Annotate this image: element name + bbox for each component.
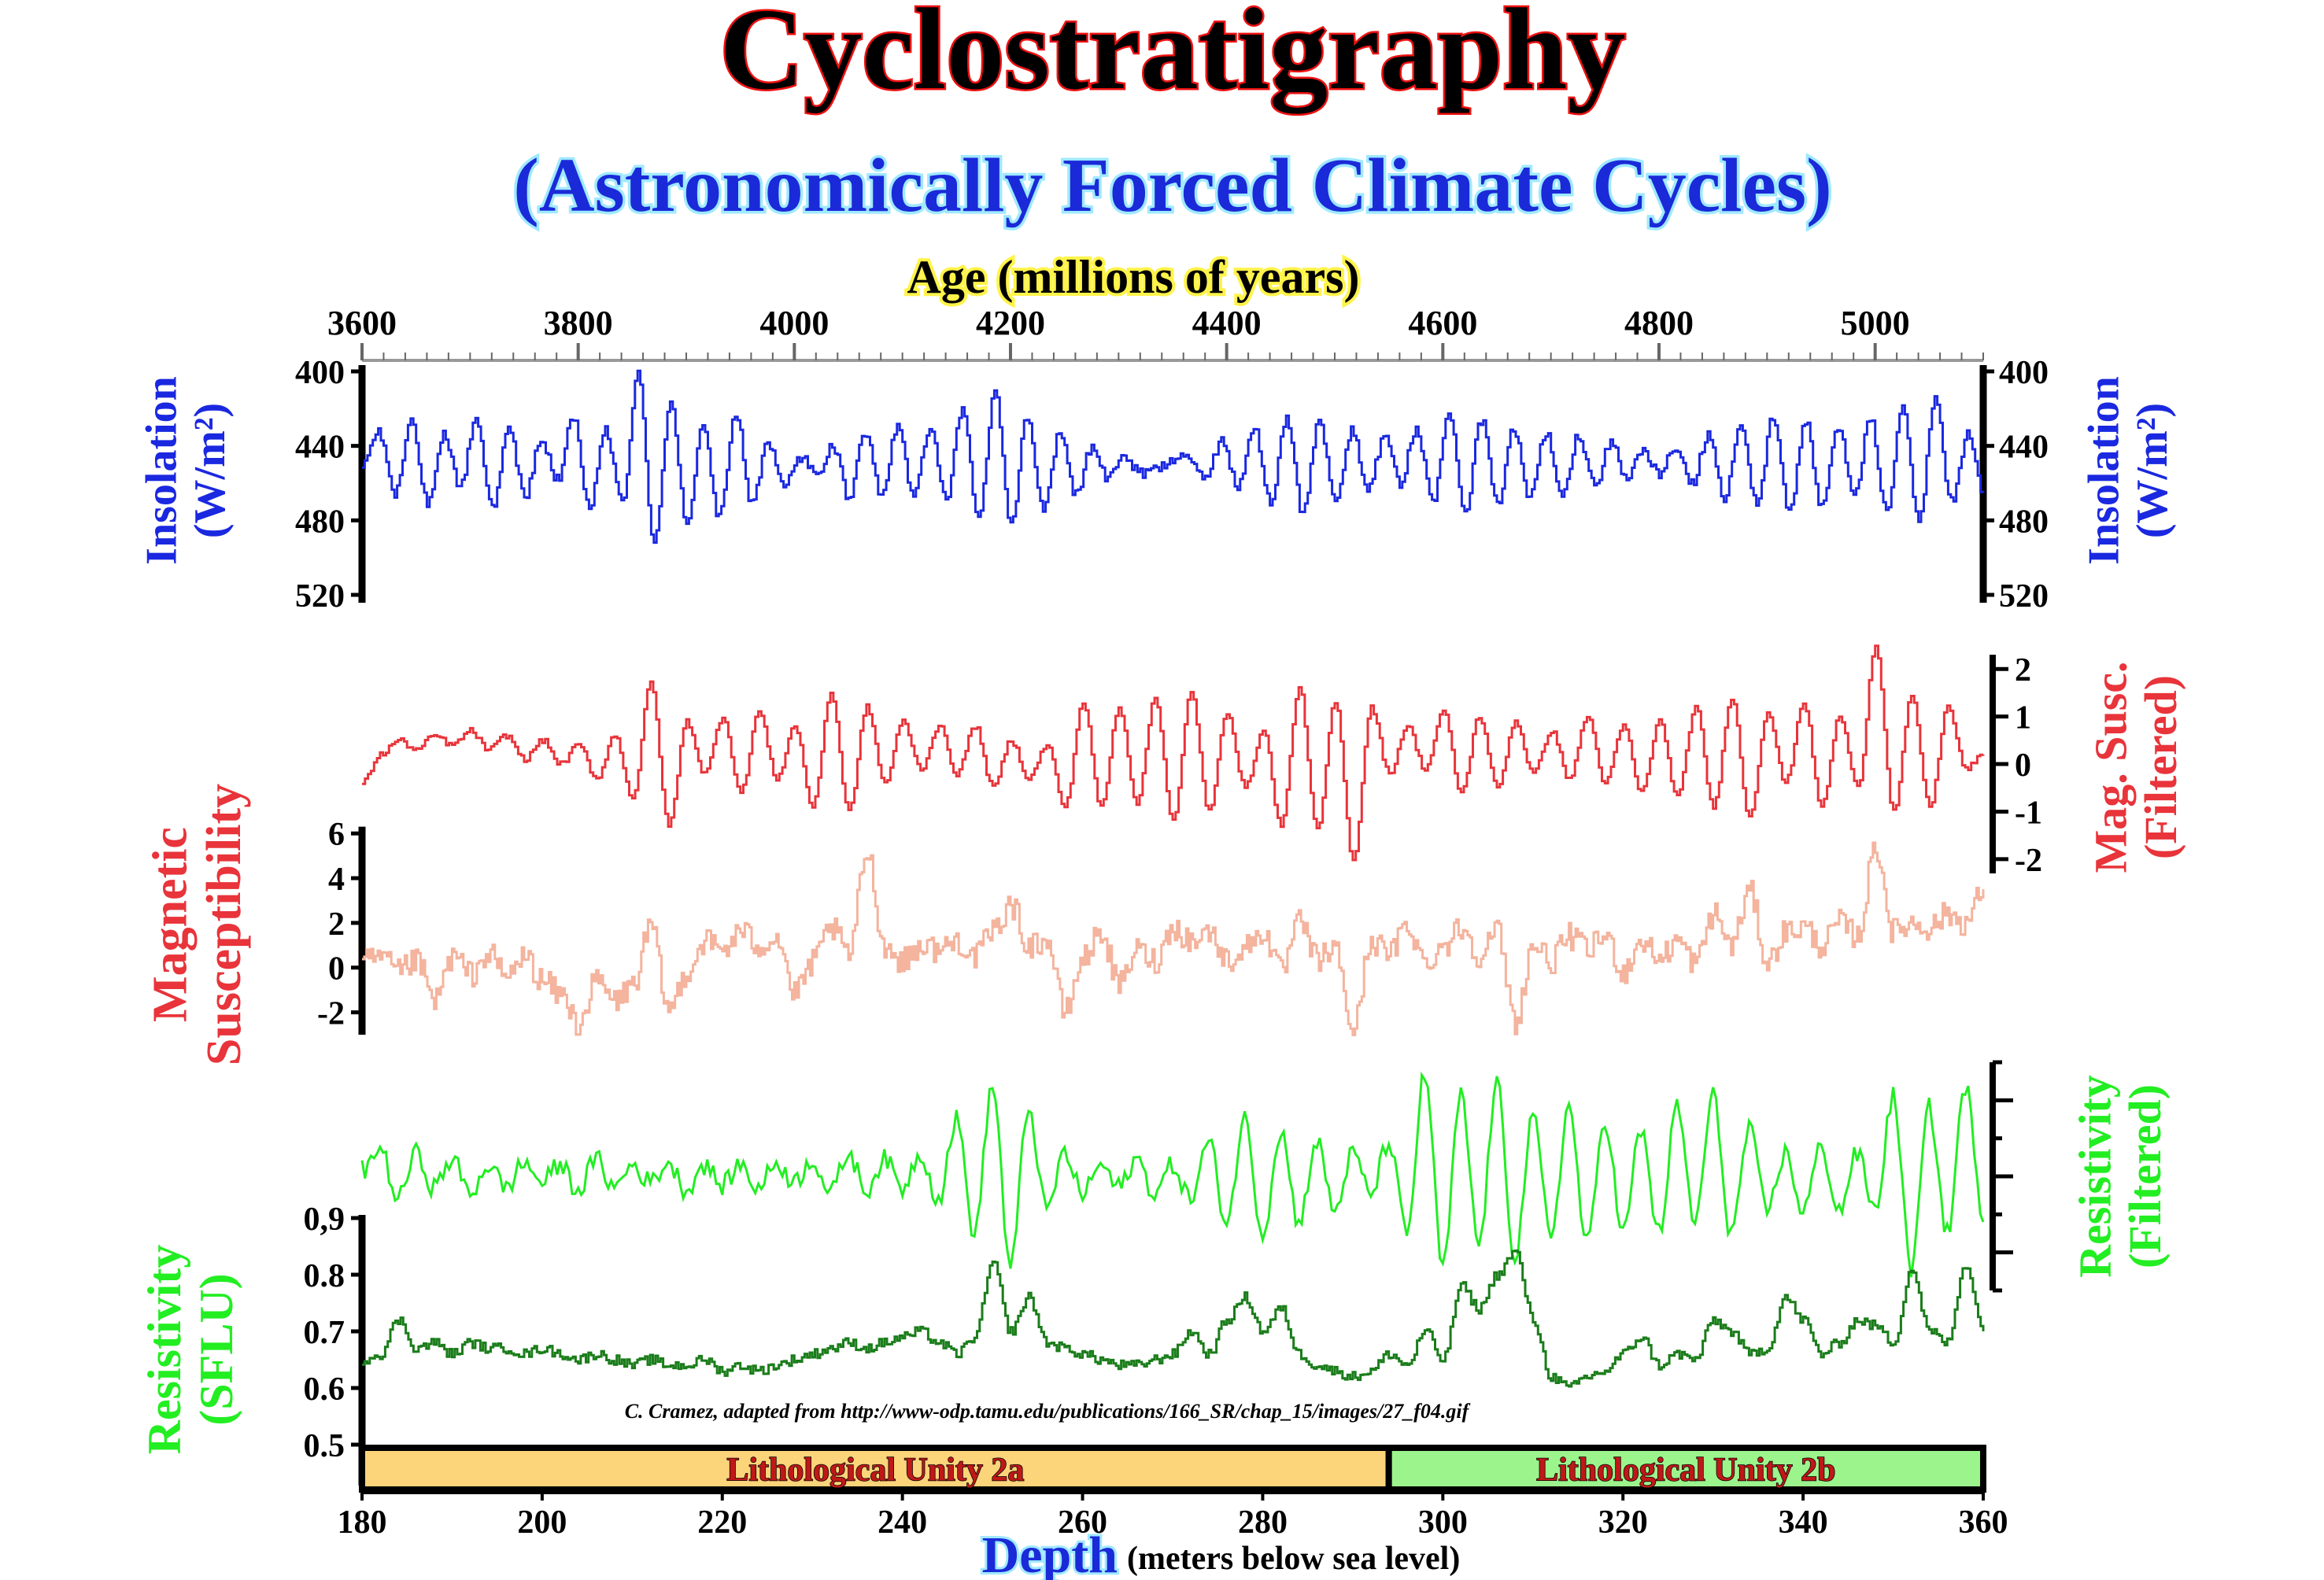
mag-left-tick-label: 2 [328, 906, 345, 943]
mag-right-tick-label: 0 [2015, 748, 2031, 784]
depth-axis-subtitle: (meters below sea level) [1127, 1541, 1460, 1577]
mag-right-label-group: Mag. Susc.(Filtered) [2083, 659, 2189, 875]
res-left-label-group: Resistivity (SFLU) [137, 1242, 245, 1456]
insolation-right-tick-label: 440 [1999, 430, 2049, 466]
age-tick-label: 3600 [327, 304, 397, 342]
res-left-label-line-2: (SFLU) [190, 1273, 242, 1425]
insolation-left-tick-label: 480 [295, 504, 345, 540]
insolation-left-label-line-2: (W/m²) [186, 403, 235, 538]
insolation-right-tick-label: 400 [1999, 355, 2049, 391]
depth-tick-label: 300 [1418, 1504, 1468, 1541]
res-left-label-line-1: Resistivity [139, 1245, 190, 1455]
lithology-unit-1-box [359, 1445, 1392, 1493]
mag-right-label-line-2: (Filtered) [2135, 675, 2186, 859]
age-tick-label: 4200 [976, 304, 1045, 342]
mag-left-label-line-2: Susceptibility [198, 784, 251, 1065]
depth-axis-title: Depth [982, 1526, 1118, 1580]
res-left-tick-label: 0.5 [304, 1428, 345, 1464]
mag-right-tick-label: 2 [2015, 652, 2031, 688]
age-tick-label: 4800 [1624, 304, 1694, 342]
depth-tick-label: 340 [1779, 1504, 1828, 1541]
depth-tick-label: 260 [1058, 1504, 1107, 1541]
age-tick-label: 5000 [1841, 304, 1910, 342]
insolation-right-tick-label: 480 [1999, 504, 2049, 540]
depth-tick-label: 320 [1598, 1504, 1648, 1541]
mag-left-label-group: Magnetic Susceptibility [142, 781, 253, 1067]
depth-axis: 180 200 220 240 260 280 300 320 340 360 Depth (mete… [338, 1490, 2008, 1580]
res-left-tick-label: 0.8 [304, 1258, 345, 1294]
age-axis-title: Age (millions of years) [907, 251, 1360, 303]
age-tick-label: 4400 [1192, 304, 1262, 342]
depth-tick-label: 280 [1238, 1504, 1288, 1541]
depth-tick-label: 360 [1959, 1504, 2008, 1541]
mag-filtered-series-line [362, 644, 1985, 862]
res-left-tick-label: 0.6 [304, 1371, 345, 1408]
mag-left-label-line-1: Magnetic [144, 827, 198, 1022]
page-subtitle: (Astronomically Forced Climate Cycles) [513, 143, 1832, 228]
res-right-label-line-1: Resistivity [2069, 1075, 2120, 1278]
mag-left-tick-label: 6 [328, 817, 345, 853]
depth-tick-label: 220 [697, 1504, 747, 1541]
res-right-label-group: Resistivity(Filtered) [2067, 1073, 2173, 1280]
insolation-right-label-line-1: Insolation [2080, 376, 2129, 565]
mag-right-label-line-1: Mag. Susc. [2085, 661, 2136, 873]
magnetic-panel: 2 1 0 -1 -2 6 4 2 0 -2 Magnetic Susceptibility Mag. … [142, 644, 2189, 1068]
res-raw-series-line [362, 1250, 1985, 1388]
insolation-left-tick-label: 440 [295, 430, 345, 466]
insolation-left-tick-label: 400 [295, 355, 345, 391]
mag-right-tick-label: -2 [2015, 843, 2042, 879]
insolation-left-label-group: Insolation (W/m²) [136, 375, 237, 567]
res-filtered-series-line [360, 1071, 1985, 1278]
lithology-unit-2-label: Lithological Unity 2b [1536, 1453, 1835, 1489]
insolation-left-tick-label: 520 [295, 578, 345, 615]
insolation-series-line [362, 369, 1985, 545]
mag-left-tick-label: 4 [328, 862, 345, 898]
insolation-left-label-line-1: Insolation [138, 376, 187, 565]
insolation-right-tick-label: 520 [1999, 578, 2049, 615]
mag-left-tick-label: 0 [328, 951, 345, 988]
mag-raw-series-line [362, 841, 1985, 1036]
age-tick-label: 4600 [1408, 304, 1477, 342]
mag-right-tick-label: 1 [2015, 700, 2031, 736]
insolation-right-label-line-2: (W/m²) [2128, 403, 2177, 538]
depth-tick-label: 180 [338, 1504, 387, 1541]
title-group: Cyclostratigraphy (Astronomically Forced … [511, 0, 1835, 231]
res-left-tick-label: 0.7 [304, 1315, 345, 1351]
age-axis: Age (millions of years) 3600 3800 4000 4200 4… [327, 248, 1984, 362]
age-tick-label: 4000 [759, 304, 829, 342]
res-right-label-line-2: (Filtered) [2119, 1084, 2171, 1268]
lithology-unit-2-box [1385, 1445, 1986, 1493]
lithology-unit-1-label: Lithological Unity 2a [726, 1453, 1024, 1489]
depth-tick-label: 240 [878, 1504, 927, 1541]
insolation-right-label-group: Insolation (W/m²) [2078, 375, 2179, 567]
age-tick-label: 3800 [544, 304, 613, 342]
mag-left-tick-label: -2 [317, 996, 345, 1032]
mag-right-tick-label: -1 [2015, 795, 2042, 831]
lithology-bar: Lithological Unity 2a Lithological Unity … [359, 1445, 1986, 1493]
depth-tick-label: 200 [517, 1504, 567, 1541]
res-left-tick-label: 0,9 [304, 1202, 345, 1238]
page-title: Cyclostratigraphy [720, 0, 1626, 114]
source-credit: C. Cramez, adapted from http://www-odp.t… [625, 1400, 1471, 1423]
